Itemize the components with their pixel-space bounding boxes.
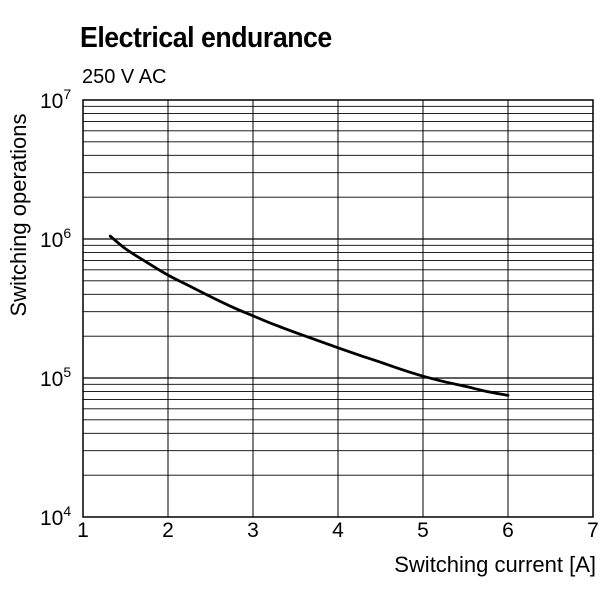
x-tick-label: 2: [162, 519, 174, 542]
y-axis-label: Switching operations: [6, 113, 31, 316]
x-tick-label: 6: [502, 519, 514, 542]
x-tick-label: 5: [417, 519, 429, 542]
x-tick-label: 4: [332, 519, 344, 542]
plot-frame: [82, 99, 594, 518]
chart-title: Electrical endurance: [80, 22, 332, 54]
y-tick-label: 107: [40, 86, 71, 113]
series-lines: [108, 234, 510, 397]
series-line: [108, 234, 510, 397]
y-tick-label: 104: [40, 503, 71, 530]
y-tick-label: 105: [40, 364, 71, 391]
x-axis-label: Switching current [A]: [394, 552, 596, 577]
x-tick-label: 1: [77, 519, 89, 542]
chart-subtitle: 250 V AC: [82, 66, 167, 88]
y-tick-label: 106: [40, 225, 71, 252]
x-tick-labels: 1 2 3 4 5 6 7: [77, 519, 599, 542]
y-tick-labels: 104 105 106 107: [40, 86, 71, 530]
x-tick-label: 3: [247, 519, 259, 542]
x-tick-label: 7: [587, 519, 599, 542]
grid: [83, 100, 593, 517]
